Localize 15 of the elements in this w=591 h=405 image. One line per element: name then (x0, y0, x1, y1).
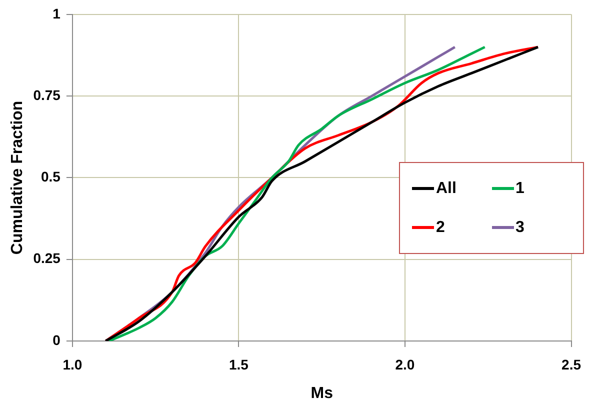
x-axis-title: Ms (310, 384, 334, 402)
legend-label: 2 (436, 218, 445, 236)
y-tick-label: 0.5 (40, 168, 61, 185)
legend-label: All (436, 180, 456, 198)
y-axis-title: Cumulative Fraction (9, 100, 26, 255)
y-tick-label: 0.25 (33, 250, 61, 266)
x-tick-label: 1.5 (228, 356, 249, 372)
x-tick-label: 2.5 (562, 356, 582, 372)
x-tick-label: 2.0 (395, 356, 415, 372)
y-tick-label: 0 (52, 332, 61, 348)
y-tick-label: 0.75 (33, 86, 61, 103)
y-tick-label: 1 (52, 5, 61, 22)
legend-label: 1 (516, 180, 524, 198)
legend-label: 3 (516, 218, 524, 236)
x-tick-label: 1.0 (62, 356, 82, 372)
